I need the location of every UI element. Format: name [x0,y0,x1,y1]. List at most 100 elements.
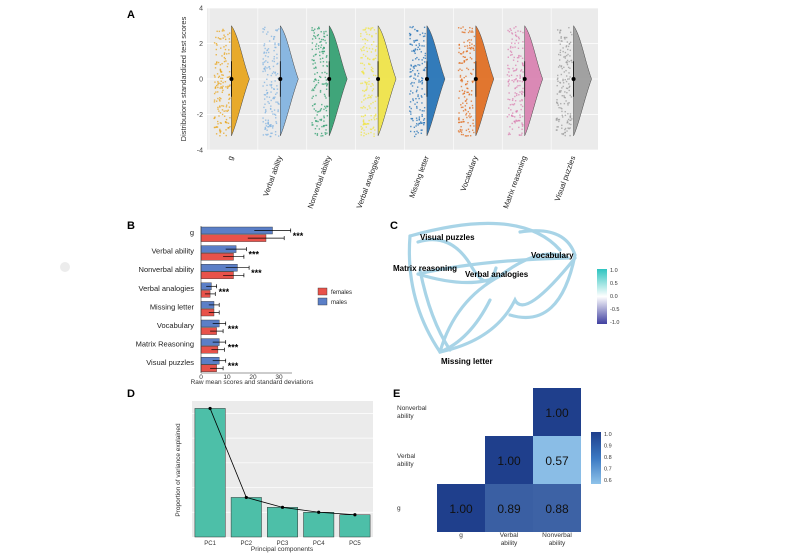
data-point [521,98,523,101]
data-point [326,83,329,85]
data-point [410,90,412,92]
data-point [214,87,217,89]
data-point [510,114,513,117]
data-point [277,77,279,80]
data-point [418,43,420,45]
data-point [370,103,372,105]
data-point [363,45,365,48]
data-point [219,64,222,66]
data-point [360,33,362,35]
scree-point [353,513,357,517]
data-point [412,59,414,61]
data-point [267,133,269,136]
data-point [323,50,326,53]
data-point [511,112,514,114]
data-point [223,60,226,63]
data-point [465,109,467,111]
data-point [508,107,510,109]
data-point [264,94,267,96]
data-point [267,51,270,54]
data-point [322,135,324,137]
data-point [470,115,472,118]
data-point [410,117,412,120]
data-point [468,94,470,96]
data-point [564,114,567,117]
data-point [363,123,365,125]
data-point [412,92,414,94]
data-point [569,116,571,118]
data-point [557,118,560,121]
data-point [508,92,510,94]
data-point [217,120,219,123]
data-point [569,115,572,117]
data-point [216,73,219,75]
data-point [508,71,510,73]
data-point [560,36,562,38]
data-point [421,45,423,47]
data-point [471,80,474,82]
data-point [565,100,567,102]
data-point [228,127,230,129]
data-point [313,103,316,106]
data-point [461,69,463,72]
data-point [564,91,566,93]
data-point [213,126,216,129]
data-point [424,54,426,57]
data-point [313,89,315,92]
data-point [360,57,362,59]
data-point [228,52,230,55]
data-point [409,130,412,133]
data-point [511,33,514,35]
data-point [360,115,363,118]
data-point [262,28,264,30]
data-point [421,113,423,116]
data-point [311,122,313,124]
data-point [471,104,474,107]
data-point [463,41,465,44]
violin-group [555,24,592,137]
network-node-label: Verbal analogies [465,270,529,279]
data-point [276,63,278,65]
data-point [271,127,274,129]
data-point [569,94,571,97]
data-point [325,82,327,84]
data-point [276,85,278,87]
data-point [472,107,474,109]
data-point [507,64,509,67]
network-edge [418,268,452,352]
data-point [373,118,376,121]
data-point [266,49,269,51]
data-point [422,69,425,71]
data-point [221,77,224,80]
data-point [470,100,473,102]
data-point [360,128,363,130]
data-point [562,50,564,53]
data-point [219,112,222,114]
data-point [566,59,569,62]
data-point [314,117,316,119]
data-point [362,53,365,56]
data-point [516,68,518,70]
data-point [228,71,231,73]
data-point [411,44,413,46]
data-point [326,72,328,75]
data-point [464,31,466,34]
data-point [223,56,226,59]
data-point [374,50,377,52]
category-label: Vocabulary [157,321,194,330]
data-point [469,47,472,50]
data-point [457,130,460,132]
data-point [567,113,569,115]
data-point [364,122,366,125]
data-point [469,125,472,127]
data-point [215,36,217,39]
data-point [324,39,326,42]
data-point [225,118,228,121]
data-point [320,31,322,33]
data-point [375,96,377,98]
data-point [324,71,326,74]
data-point [225,106,228,108]
data-point [314,62,316,64]
data-point [277,109,279,111]
data-point [276,53,278,56]
